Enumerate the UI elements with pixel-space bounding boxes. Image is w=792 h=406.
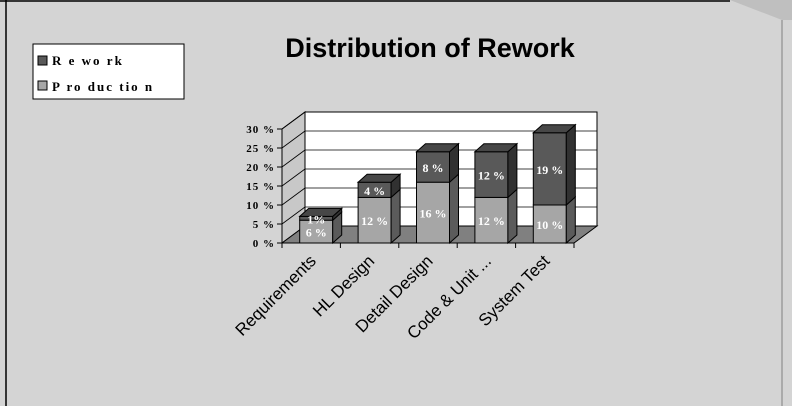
y-tick-label: 15 %: [246, 181, 275, 193]
slide-corner-fold: [730, 0, 792, 20]
gridline-side: [281, 168, 306, 187]
data-label-production: 12 %: [478, 214, 505, 228]
data-label-production: 6 %: [306, 226, 327, 240]
legend-box: [32, 43, 185, 100]
gridline-side: [281, 206, 306, 225]
bar-rework-top: [415, 143, 460, 153]
bar-rework-front: [416, 151, 450, 183]
bar-production-side: [390, 188, 401, 245]
data-label-rework: 1%: [307, 212, 325, 226]
bar-rework-front: [532, 132, 567, 206]
bar-production-front: [357, 196, 392, 244]
y-axis-ticks: 0 % 5 % 10 % 15 % 20 % 25 % 30 %: [246, 124, 282, 250]
gridline-side: [281, 149, 306, 168]
x-axis-ticks: [281, 243, 575, 248]
legend: R e wo rk P ro duc tio n: [32, 43, 185, 100]
data-label-rework: 12 %: [478, 169, 505, 183]
bar-production-front: [532, 204, 567, 244]
data-label-production: 16 %: [420, 207, 447, 221]
bar-rework-front: [474, 151, 509, 198]
bar-production-front: [474, 196, 509, 244]
data-label-rework: 4 %: [364, 184, 385, 198]
legend-swatch-rework: [37, 55, 48, 66]
data-label-rework: 8 %: [423, 161, 444, 175]
y-tick-label: 10 %: [246, 200, 275, 212]
legend-label-rework: R e wo rk: [52, 53, 124, 68]
y-tick-label: 0 %: [253, 238, 275, 250]
bar-production-side: [507, 188, 518, 245]
gridline-side: [281, 130, 306, 149]
bar-rework-top: [473, 143, 519, 153]
legend-label-production: P ro duc tio n: [52, 79, 154, 94]
bar-rework-side: [507, 142, 518, 199]
y-tick-label: 30 %: [246, 124, 275, 136]
y-tick-label: 20 %: [246, 162, 275, 174]
data-label-production: 12 %: [361, 214, 388, 228]
bars: 6 %1% 12 % 4 % 16 % 8 % 12 % 12 % 10 % 19 %: [298, 123, 577, 245]
bar-rework-top: [531, 124, 577, 134]
y-tick-label: 25 %: [246, 143, 275, 155]
bar-rework-top: [298, 207, 344, 217]
y-tick-label: 5 %: [253, 219, 275, 231]
gridline-side: [281, 187, 306, 206]
bar-rework-side: [565, 123, 576, 207]
data-label-rework: 19 %: [536, 163, 563, 177]
data-label-production: 10 %: [536, 218, 563, 232]
bar-rework-top: [356, 173, 402, 183]
bar-production-front: [416, 181, 450, 244]
legend-swatch-production: [37, 80, 48, 91]
bar-production-side: [449, 173, 459, 245]
gridline-side: [281, 111, 306, 130]
chart-title: Distribution of Rework: [285, 33, 575, 63]
